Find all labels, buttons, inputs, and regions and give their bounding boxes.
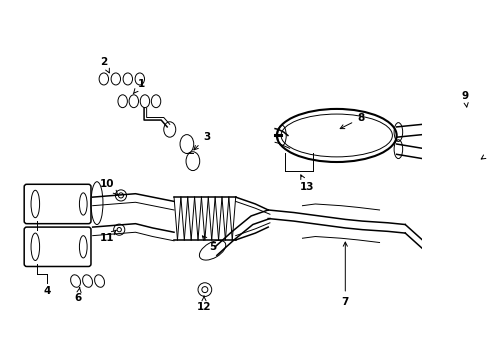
Text: 10: 10 xyxy=(100,179,118,195)
Text: 8: 8 xyxy=(340,113,364,129)
Text: 6: 6 xyxy=(74,288,81,303)
Text: 7: 7 xyxy=(341,242,348,307)
Text: 9: 9 xyxy=(480,148,488,159)
Text: 12: 12 xyxy=(196,296,211,312)
Text: 13: 13 xyxy=(299,175,313,192)
Text: 1: 1 xyxy=(133,79,145,94)
Text: 3: 3 xyxy=(194,132,210,150)
Text: 2: 2 xyxy=(100,57,109,73)
Text: 11: 11 xyxy=(100,230,116,243)
Text: 5: 5 xyxy=(202,236,216,252)
Text: 9: 9 xyxy=(461,91,468,107)
Text: 4: 4 xyxy=(43,286,51,296)
